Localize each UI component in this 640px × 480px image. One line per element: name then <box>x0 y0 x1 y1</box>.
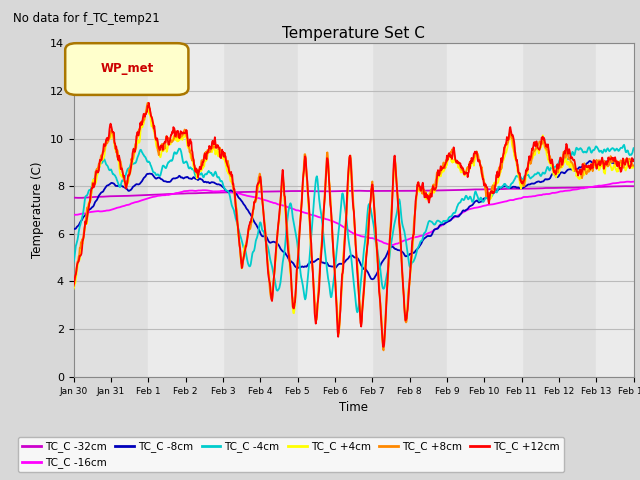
TC_C -16cm <box>127 201 134 206</box>
TC_C -4cm <box>353 310 361 315</box>
Title: Temperature Set C: Temperature Set C <box>282 25 425 41</box>
TC_C -16cm <box>623 179 631 184</box>
TC_C -8cm <box>127 187 134 193</box>
TC_C +8cm <box>317 250 324 255</box>
Line: TC_C -4cm: TC_C -4cm <box>74 145 634 312</box>
TC_C +12cm <box>145 100 152 106</box>
Line: TC_C -16cm: TC_C -16cm <box>74 181 634 245</box>
TC_C +8cm <box>630 163 637 168</box>
TC_C -16cm <box>507 197 515 203</box>
TC_C -4cm <box>296 265 304 271</box>
TC_C +4cm <box>297 213 305 218</box>
TC_C +8cm <box>518 177 525 183</box>
TC_C -32cm <box>507 186 515 192</box>
TC_C +8cm <box>380 348 387 353</box>
TC_C +4cm <box>630 163 637 169</box>
TC_C -8cm <box>517 185 525 191</box>
TC_C +12cm <box>317 257 324 263</box>
TC_C +4cm <box>317 251 324 257</box>
TC_C +4cm <box>70 286 77 292</box>
TC_C -16cm <box>70 212 77 218</box>
TC_C -4cm <box>630 145 637 151</box>
TC_C -4cm <box>316 205 324 211</box>
TC_C -8cm <box>70 226 77 232</box>
TC_C -8cm <box>369 276 376 282</box>
TC_C +12cm <box>297 216 305 221</box>
Bar <box>223 43 298 377</box>
TC_C +4cm <box>508 136 515 142</box>
TC_C +8cm <box>456 162 463 168</box>
TC_C -32cm <box>127 193 135 199</box>
Bar <box>148 43 223 377</box>
TC_C -8cm <box>630 157 637 163</box>
TC_C -16cm <box>316 215 324 220</box>
Line: TC_C +8cm: TC_C +8cm <box>74 103 634 350</box>
TC_C -4cm <box>455 201 463 206</box>
TC_C +12cm <box>380 344 387 350</box>
TC_C +4cm <box>518 184 525 190</box>
TC_C -16cm <box>455 212 463 218</box>
TC_C +12cm <box>456 160 463 166</box>
Line: TC_C +12cm: TC_C +12cm <box>74 103 634 347</box>
TC_C +12cm <box>630 158 637 164</box>
TC_C +4cm <box>379 342 387 348</box>
Bar <box>596 43 634 377</box>
TC_C -8cm <box>507 185 515 191</box>
TC_C +12cm <box>127 166 134 171</box>
TC_C +12cm <box>508 131 515 136</box>
TC_C -32cm <box>630 183 637 189</box>
TC_C -16cm <box>517 195 525 201</box>
TC_C -32cm <box>624 183 632 189</box>
TC_C -8cm <box>296 264 304 270</box>
TC_C -4cm <box>127 161 134 167</box>
TC_C -4cm <box>70 259 77 265</box>
TC_C -32cm <box>297 188 305 194</box>
Bar <box>372 43 447 377</box>
TC_C -4cm <box>507 181 515 187</box>
TC_C -32cm <box>317 188 324 194</box>
TC_C -16cm <box>296 208 304 214</box>
TC_C +8cm <box>127 165 134 170</box>
Bar <box>298 43 372 377</box>
TC_C +4cm <box>456 165 463 171</box>
TC_C +8cm <box>144 100 152 106</box>
TC_C -16cm <box>388 242 396 248</box>
TC_C +12cm <box>70 283 77 289</box>
TC_C +8cm <box>508 135 515 141</box>
TC_C -4cm <box>620 142 628 148</box>
Y-axis label: Temperature (C): Temperature (C) <box>31 162 44 258</box>
TC_C -32cm <box>455 187 463 193</box>
TC_C +4cm <box>144 106 152 112</box>
Bar <box>447 43 522 377</box>
Bar <box>522 43 596 377</box>
TC_C -4cm <box>517 175 525 180</box>
TC_C -32cm <box>517 186 525 192</box>
TC_C +8cm <box>297 215 305 221</box>
TC_C -8cm <box>455 214 463 219</box>
FancyBboxPatch shape <box>65 43 188 95</box>
Line: TC_C +4cm: TC_C +4cm <box>74 109 634 345</box>
Bar <box>74 43 148 377</box>
TC_C +12cm <box>518 180 525 185</box>
TC_C -8cm <box>316 257 324 263</box>
TC_C -32cm <box>70 195 77 201</box>
TC_C -16cm <box>630 179 637 184</box>
TC_C +4cm <box>127 167 134 173</box>
TC_C -32cm <box>77 195 84 201</box>
X-axis label: Time: Time <box>339 401 368 414</box>
Text: WP_met: WP_met <box>100 62 154 75</box>
Line: TC_C -8cm: TC_C -8cm <box>74 160 634 279</box>
Text: No data for f_TC_temp21: No data for f_TC_temp21 <box>13 12 159 25</box>
Legend: TC_C -32cm, TC_C -16cm, TC_C -8cm, TC_C -4cm, TC_C +4cm, TC_C +8cm, TC_C +12cm: TC_C -32cm, TC_C -16cm, TC_C -8cm, TC_C … <box>18 437 564 472</box>
Line: TC_C -32cm: TC_C -32cm <box>74 186 634 198</box>
TC_C +8cm <box>70 277 77 283</box>
